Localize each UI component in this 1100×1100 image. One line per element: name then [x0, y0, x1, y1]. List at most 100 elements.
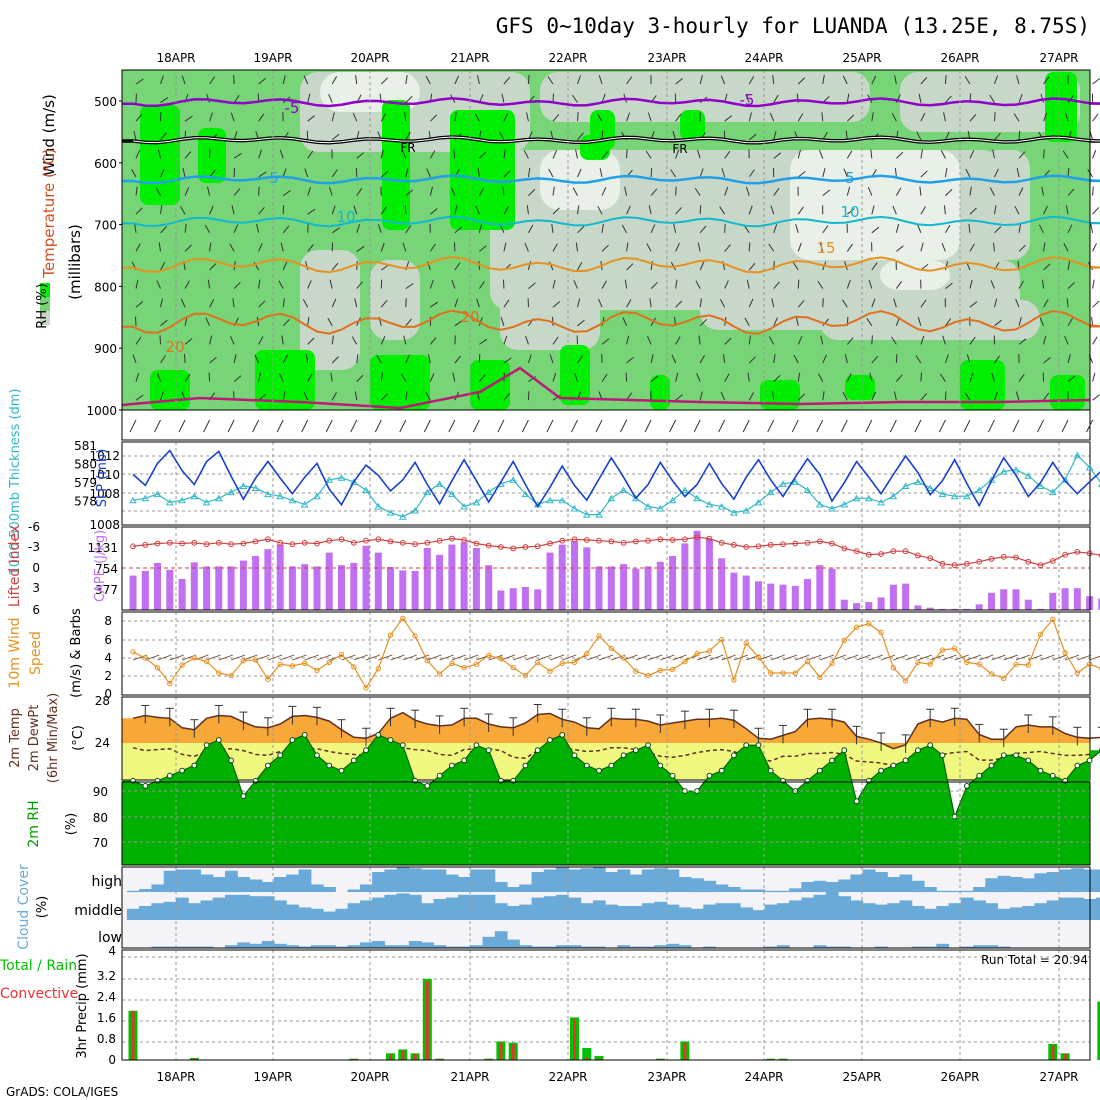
surface-wind-barb-67	[954, 654, 969, 661]
wind-barb-33-4	[940, 150, 946, 159]
thickness-point-13	[288, 496, 297, 504]
lifted-index-point-33	[534, 543, 541, 550]
rh-point-36	[571, 752, 578, 759]
wind-barb-17-7	[552, 207, 560, 215]
wind-barb-8-7	[331, 205, 336, 215]
wind-barb-30-17	[871, 391, 877, 401]
wind-barb-18-3	[577, 132, 584, 141]
wind-barb-38-10	[1067, 261, 1071, 271]
wind-barb-0-15	[132, 354, 137, 364]
wind-barb-16-9	[524, 242, 529, 252]
thickness-point-69	[975, 486, 984, 494]
wind-barb-13-8	[454, 226, 463, 234]
wind-barb-32-9	[920, 242, 924, 252]
wind-barb-5-0	[258, 77, 266, 85]
cloud-high-bar-69	[973, 887, 986, 892]
thickness-point-9	[239, 482, 248, 489]
wind-barb-23-10	[699, 261, 705, 271]
pressure-tick-500: 500	[94, 95, 117, 109]
wind-barb-31-5	[894, 168, 897, 178]
cloud-high-bar-66	[936, 890, 950, 893]
wind-barb-36-8	[1018, 223, 1021, 233]
cloud-middle-bar-60	[862, 903, 876, 920]
cloud-high-bar-70	[985, 878, 999, 893]
wind-barb-19-14	[601, 338, 610, 345]
wind-barb-5-15	[254, 354, 260, 364]
wind-barb-24-11	[724, 280, 729, 289]
cape-bar-54	[791, 585, 799, 610]
wind-barb-23-0	[699, 75, 703, 85]
wind-barb-27-4	[797, 149, 801, 159]
wind-barb-2-13	[184, 316, 188, 326]
lifted-index-point-43	[657, 536, 664, 543]
wind-barb-32-12	[920, 299, 927, 308]
cloud-high-bar-61	[875, 872, 888, 892]
cloud-high-bar-42	[642, 869, 655, 892]
thickness-point-42	[644, 502, 652, 510]
wind-barb-25-15	[748, 356, 756, 364]
precip-convective-bar-43	[658, 1058, 662, 1060]
cape-bar-28	[472, 548, 480, 610]
wind-barb-30-13	[866, 318, 873, 327]
wind-barb-7-17	[303, 391, 309, 401]
surface-wind-barb-59	[856, 654, 871, 661]
thickness-point-0	[129, 496, 137, 504]
lifted-index-point-55	[804, 539, 811, 546]
cloud-high-bar-4	[175, 869, 189, 892]
cloud-middle-bar-6	[200, 900, 214, 920]
cape-bar-13	[288, 566, 296, 610]
wind-barb-8-12	[331, 298, 337, 308]
top-date-label-24APR: 24APR	[744, 51, 783, 65]
surface-wind-barb-65	[930, 654, 945, 661]
wind-speed-point-25	[436, 671, 443, 677]
pressure-tick-600: 600	[94, 157, 117, 171]
cloud-low-bar-15	[310, 945, 324, 948]
rh-point-38	[596, 767, 602, 774]
cloud-middle-bar-53	[776, 903, 790, 920]
wind-barb-23-8	[699, 225, 707, 234]
wind-barb-11-5	[405, 168, 409, 178]
wind-speed-point-68	[964, 659, 970, 666]
wind-barb-36-2	[1013, 113, 1020, 122]
wind-barb-1-11	[156, 280, 161, 289]
cloud-high-bar-50	[740, 889, 753, 892]
wind-barb-25-2	[748, 112, 752, 122]
wind-barb-14-2	[474, 113, 480, 122]
wind-barb-3-8	[204, 224, 211, 234]
wind-barb-32-17	[920, 393, 928, 401]
surface-wind-barb-51	[758, 654, 773, 661]
wind-barb-20-9	[626, 242, 629, 252]
wind-barb-20-8	[621, 224, 627, 234]
precip-convective-bar-38	[597, 1058, 601, 1060]
cloud-high-bar-7	[212, 877, 226, 892]
rh-saturated-area-1	[198, 128, 226, 183]
surface-wind-barb-3	[169, 654, 184, 661]
lifted-index-point-46	[694, 534, 700, 541]
precip-tick-1.6: 1.6	[97, 1011, 116, 1025]
cloud-middle-bar-9	[237, 894, 250, 920]
cloud-middle-bar-26	[445, 897, 459, 920]
cape-bar-44	[669, 556, 677, 610]
precip-convective-bar-25	[438, 1058, 442, 1060]
wind-speed-point-50	[743, 640, 749, 646]
lifted-index-point-25	[436, 537, 443, 544]
wind-barb-9-4	[356, 152, 365, 159]
thickness-point-21	[386, 509, 395, 516]
thickness-point-15	[313, 492, 321, 500]
wind-barb-14-12	[476, 298, 480, 308]
rh-point-73	[1025, 757, 1032, 764]
thickness-tick-579: 579	[74, 476, 97, 490]
lifted-index-point-2	[154, 540, 161, 547]
ylabel-temperature: Temperature (°C)	[40, 148, 58, 278]
wind-barb-39-7	[1092, 207, 1099, 215]
cape-bar-8	[227, 566, 235, 610]
surface-wind-barb-26	[451, 654, 467, 661]
lifted-index-point-48	[718, 539, 725, 546]
wind-speed-point-19	[363, 685, 369, 691]
cape-bar-25	[436, 554, 444, 610]
wind-barb-23-7	[699, 205, 702, 215]
cloud-low-bar-28	[470, 945, 484, 948]
cloud-middle-bar-58	[838, 896, 851, 920]
wind-barb-5-2	[258, 113, 265, 122]
pressure-tick-800: 800	[94, 280, 117, 294]
